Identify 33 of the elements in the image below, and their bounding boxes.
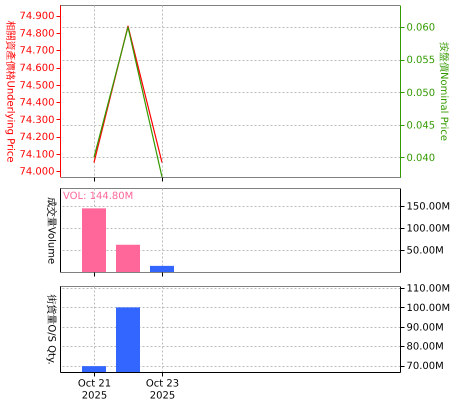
y2-tick-label: 0.050 bbox=[406, 88, 436, 99]
y-tick-label: 74.100 bbox=[20, 149, 54, 160]
y2-tick-label: 0.040 bbox=[406, 152, 436, 164]
annotation: VOL: 144.80M bbox=[63, 191, 134, 202]
y2-tick-label: 0.055 bbox=[406, 55, 436, 66]
y-axis-title: 相關資產價格Underlying Price bbox=[4, 20, 17, 163]
y-tick-label: 100.00M bbox=[406, 302, 450, 314]
y-tick-label: 50.00M bbox=[406, 246, 444, 257]
y-tick-label: 74.900 bbox=[20, 11, 54, 22]
y-tick-label: 100.00M bbox=[406, 224, 450, 235]
y-tick-label: 70.00M bbox=[406, 361, 444, 372]
bar bbox=[82, 208, 106, 272]
y-tick-label: 150.00M bbox=[406, 202, 450, 213]
y-tick-label: 74.400 bbox=[20, 98, 54, 109]
y-tick-label: 74.700 bbox=[20, 46, 54, 57]
y-tick-label: 80.00M bbox=[406, 342, 444, 353]
y2-tick-label: 0.045 bbox=[406, 120, 436, 132]
y2-tick-label: 0.060 bbox=[406, 22, 436, 34]
y-tick-label: 74.300 bbox=[20, 114, 54, 126]
y-axis-title: 街貨量O/S Qty. bbox=[46, 294, 58, 365]
x-tick-label: Oct 21 2025 bbox=[78, 378, 112, 400]
y-tick-label: 90.00M bbox=[406, 322, 444, 334]
y-tick-label: 74.500 bbox=[20, 80, 54, 92]
bar bbox=[150, 266, 174, 272]
bar bbox=[116, 244, 140, 272]
y-tick-label: 74.600 bbox=[20, 63, 54, 74]
y-tick-label: 110.00M bbox=[406, 283, 450, 294]
y-tick-label: 74.000 bbox=[20, 166, 54, 178]
y-tick-label: 74.200 bbox=[20, 132, 54, 144]
y-tick-label: 74.800 bbox=[20, 28, 54, 40]
y-axis-title: 成交量Volume bbox=[46, 196, 58, 264]
y2-axis-title: 按盤價Nominal Price bbox=[438, 42, 450, 141]
x-tick-label: Oct 23 2025 bbox=[146, 378, 180, 400]
